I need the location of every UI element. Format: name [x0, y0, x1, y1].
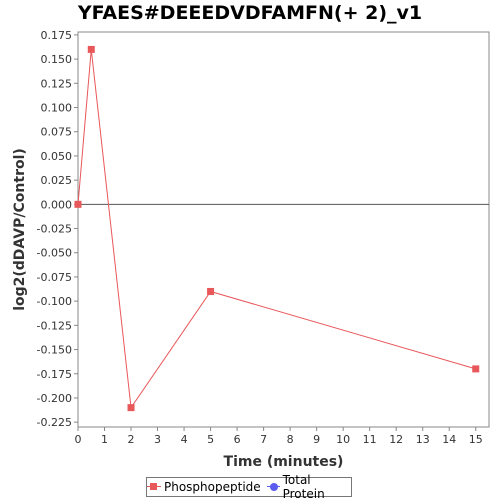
y-tick-label: -0.100	[37, 295, 72, 308]
legend-item-phosphopeptide: Phosphopeptide	[147, 480, 261, 494]
data-point	[74, 200, 82, 208]
x-tick-label: 5	[207, 433, 214, 446]
x-tick-label: 1	[101, 433, 108, 446]
y-tick-label: -0.225	[37, 416, 72, 429]
x-tick-label: 6	[234, 433, 241, 446]
chart-legend: Phosphopeptide Total Protein	[146, 473, 352, 501]
x-tick-label: 4	[181, 433, 188, 446]
x-tick-label: 12	[389, 433, 403, 446]
y-tick-label: -0.200	[37, 392, 72, 405]
y-axis: 0.175 0.150 0.125 0.100 0.075 0.050 0.025 0.000…	[37, 29, 78, 429]
x-axis: 0 1 2 3 4 5 6 7 8 9 10 11 12 13 14 15	[75, 427, 483, 446]
y-tick-label: -0.075	[37, 271, 72, 284]
y-tick-label: 0.025	[41, 174, 73, 187]
data-point	[87, 45, 95, 53]
y-axis-label: log2(dDAVP/Control)	[12, 148, 28, 311]
y-tick-label: 0.175	[41, 29, 73, 42]
y-tick-label: -0.150	[37, 344, 72, 357]
y-tick-label: 0.000	[41, 198, 73, 211]
y-tick-label: -0.175	[37, 368, 72, 381]
x-tick-label: 7	[260, 433, 267, 446]
circle-marker-icon	[266, 482, 280, 492]
y-tick-label: -0.050	[37, 247, 72, 260]
y-tick-label: 0.150	[41, 53, 73, 66]
x-axis-label: Time (minutes)	[224, 454, 344, 470]
chart-title: YFAES#DEEEDVDFAMFN(+ 2)_v1	[77, 2, 423, 24]
square-marker-icon	[147, 482, 161, 492]
y-tick-label: -0.025	[37, 223, 72, 236]
y-tick-label: 0.100	[41, 102, 73, 115]
x-tick-label: 13	[416, 433, 430, 446]
x-tick-label: 14	[442, 433, 456, 446]
plot-frame	[77, 31, 490, 428]
y-tick-label: 0.075	[41, 126, 73, 139]
x-tick-label: 8	[287, 433, 294, 446]
x-tick-label: 9	[313, 433, 320, 446]
x-tick-label: 0	[75, 433, 82, 446]
x-tick-label: 11	[363, 433, 377, 446]
x-tick-label: 15	[469, 433, 483, 446]
legend-label: Total Protein	[282, 473, 325, 501]
legend-item-total-protein: Total Protein	[266, 473, 351, 501]
y-tick-label: 0.050	[41, 150, 73, 163]
x-tick-label: 10	[336, 433, 350, 446]
y-tick-label: -0.125	[37, 319, 72, 332]
plot-area	[77, 31, 490, 428]
x-tick-label: 3	[154, 433, 161, 446]
data-point	[472, 365, 480, 373]
data-point	[207, 287, 215, 295]
series-layer	[74, 45, 480, 412]
y-tick-label: 0.125	[41, 77, 73, 90]
legend-label: Phosphopeptide	[164, 480, 261, 494]
x-tick-label: 2	[128, 433, 135, 446]
data-point	[127, 404, 135, 412]
